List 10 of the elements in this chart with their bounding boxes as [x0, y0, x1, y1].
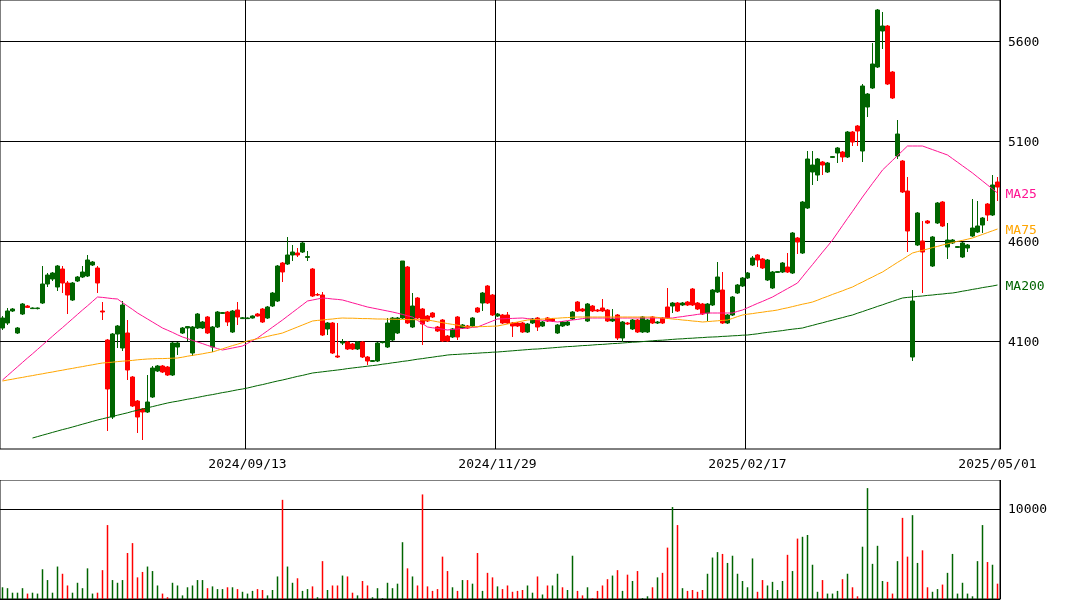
x-tick-label: 2025/05/01 — [958, 456, 1037, 471]
series-label: MA200 — [1005, 277, 1045, 293]
y-tick-label: 4100 — [1008, 333, 1040, 349]
x-tick-label: 2024/09/13 — [208, 456, 287, 471]
y-tick-label: 10000 — [1008, 501, 1048, 517]
series-label: MA25 — [1005, 185, 1037, 201]
x-tick-label: 2024/11/29 — [458, 456, 537, 471]
y-tick-label: 5600 — [1008, 33, 1040, 49]
x-tick-label: 2025/02/17 — [708, 456, 787, 471]
y-tick-label: 5100 — [1008, 133, 1040, 149]
